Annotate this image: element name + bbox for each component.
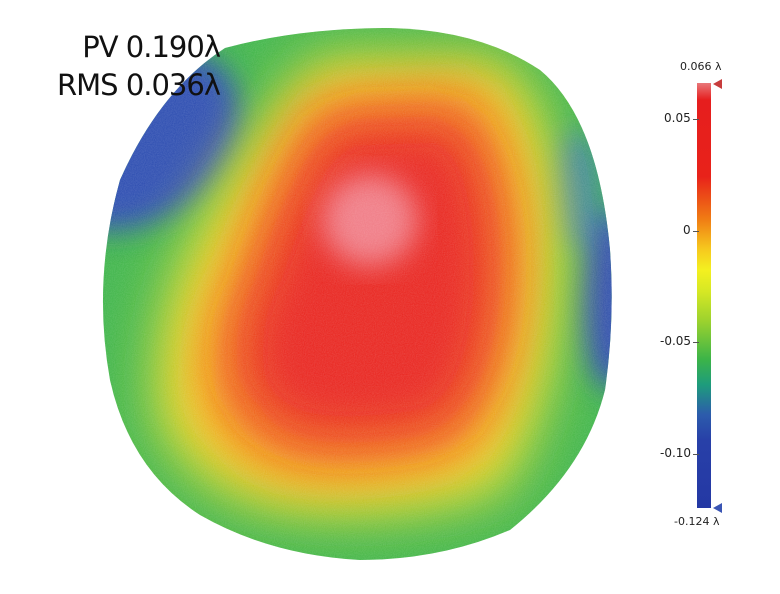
surface-map-disk [102, 28, 612, 560]
colorbar-max-label: 0.066 λ [680, 60, 722, 73]
colorbar-min-label: -0.124 λ [674, 515, 720, 528]
colorbar-tick-mark [693, 230, 699, 232]
colorbar-tick-label: -0.05 [660, 334, 692, 349]
colorbar-tick-label: 0 [683, 222, 691, 237]
colorbar-min-marker-icon [713, 503, 722, 513]
colorbar-tick-mark [693, 342, 699, 344]
colorbar [697, 83, 711, 508]
colorbar-tick-label: 0.05 [664, 110, 691, 125]
colorbar-max-marker-icon [713, 79, 722, 89]
pv-value: PV 0.190λ [82, 30, 221, 64]
colorbar-tick-mark [693, 454, 699, 456]
colorbar-tick-mark [693, 118, 699, 120]
rms-value: RMS 0.036λ [57, 68, 221, 102]
colorbar-tick-label: -0.10 [660, 446, 692, 461]
